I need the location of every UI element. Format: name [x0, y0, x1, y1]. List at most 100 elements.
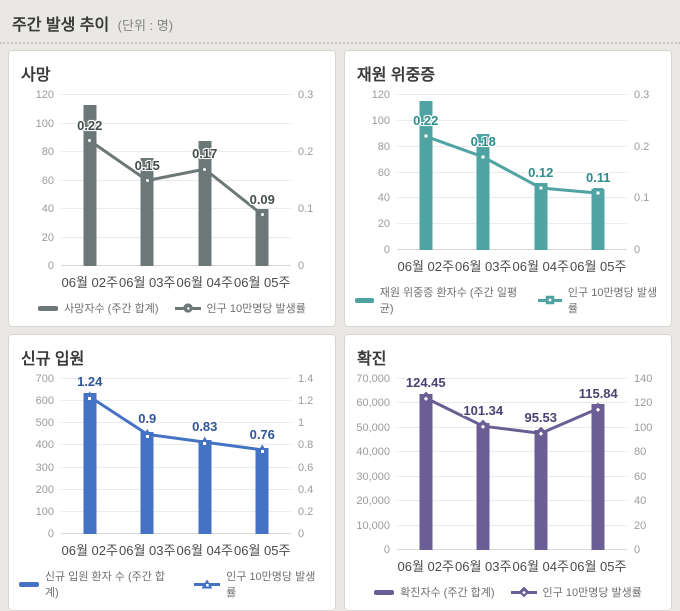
chart-panel-confirmed: 확진 0 10,000 20,000 30,000 40,000 50,000 60,000 7…	[344, 334, 672, 611]
point-label: 115.84	[578, 385, 618, 401]
gridline	[397, 145, 627, 147]
charts-grid: 사망 0 20 40 60 80 100 120 0.22 0.15 0.17 0.09 0 0.1 0.2…	[8, 50, 672, 611]
legend-item-bars: 사망자수 (주간 합계)	[38, 300, 159, 316]
marker-dot	[481, 155, 485, 159]
gridline	[61, 94, 291, 95]
y-axis-left: 0 100 200 300 400 500 600 700	[19, 373, 61, 540]
y-axis-tick-left: 40	[377, 192, 390, 205]
marker-dot	[260, 450, 264, 453]
point-label: 124.45	[405, 375, 446, 390]
gridline	[61, 444, 291, 446]
legend-bar-swatch	[374, 589, 395, 595]
bar-severe-3	[534, 182, 548, 250]
marker-dot	[203, 167, 207, 171]
gridline	[61, 179, 291, 181]
chart-title-severe: 재원 위중증	[357, 67, 436, 84]
circle-marker	[84, 135, 96, 147]
marker-dot	[186, 306, 189, 310]
point-label: 0.18	[470, 134, 496, 149]
y-axis-tick-left: 40,000	[356, 446, 390, 459]
triangle-marker	[201, 579, 213, 589]
gridline	[397, 500, 627, 502]
y-axis-tick-right: 0.4	[298, 483, 314, 496]
y-axis-tick-left: 40	[41, 203, 54, 216]
y-axis-tick-right: 0	[298, 528, 305, 540]
y-axis-tick-right: 0.2	[634, 140, 650, 153]
x-axis-label: 06월 03주	[455, 559, 512, 574]
bar-confirmed-1	[419, 393, 433, 550]
legend-line-label: 인구 10만명당 발생률	[542, 587, 642, 599]
gridline	[61, 422, 291, 424]
marker-dot	[145, 434, 149, 438]
y-axis-right: 0 0.1 0.2 0.3	[291, 89, 325, 272]
circle-marker	[182, 303, 193, 313]
y-axis-tick-left: 20	[377, 218, 390, 231]
gridline	[397, 549, 627, 550]
gridline	[397, 197, 627, 199]
y-axis-tick-left: 60	[41, 174, 54, 187]
y-axis-right: 0 0.2 0.4 0.6 0.8 1 1.2 1.4	[291, 373, 325, 540]
page-header: 주간 발생 추이 (단위 : 명)	[0, 0, 680, 44]
y-axis-tick-left: 80	[41, 146, 54, 159]
y-axis-tick-left: 70,000	[356, 373, 390, 385]
gridline	[397, 249, 627, 250]
gridline	[397, 475, 627, 477]
x-axis-label: 06월 04주	[176, 543, 233, 558]
y-axis-tick-right: 20	[634, 519, 647, 532]
y-axis-tick-right: 0.6	[298, 461, 314, 474]
y-axis-tick-left: 20,000	[356, 495, 390, 508]
chart-title-deaths: 사망	[21, 67, 51, 84]
y-axis-left: 0 20 40 60 80 100 120	[355, 89, 397, 256]
page-title-unit: (단위 : 명)	[117, 18, 174, 33]
y-axis-tick-right: 0.2	[298, 146, 314, 159]
square-marker	[478, 152, 489, 162]
legend-item-line: 인구 10만명당 발생률	[194, 568, 325, 600]
legend-item-line: 인구 10만명당 발생률	[510, 584, 642, 600]
rate-line-severe	[397, 95, 627, 250]
legend-new-admissions: 신규 입원 환자 수 (주간 합계) 인구 10만명당 발생률	[19, 568, 325, 600]
marker-dot	[539, 186, 543, 190]
y-axis-tick-left: 0	[47, 260, 54, 272]
x-axis-label: 06월 05주	[570, 559, 627, 574]
y-axis-tick-left: 20	[41, 231, 54, 244]
x-axis-label: 06월 03주	[455, 259, 512, 274]
gridline	[61, 265, 291, 266]
diamond-marker	[518, 586, 529, 598]
y-axis-left: 0 20 40 60 80 100 120	[19, 89, 61, 272]
marker-dot	[424, 134, 428, 138]
y-axis-tick-left: 60,000	[356, 397, 390, 410]
x-axis-deaths: 06월 02주 06월 03주 06월 04주 06월 05주	[61, 272, 291, 291]
y-axis-right: 0 0.1 0.2 0.3	[627, 89, 661, 256]
y-axis-tick-left: 120	[371, 89, 390, 101]
y-axis-tick-left: 120	[35, 89, 54, 101]
marker-dot	[205, 584, 209, 587]
x-axis-label: 06월 05주	[234, 543, 291, 558]
bar-new-admissions-1	[83, 392, 97, 534]
gridline	[61, 236, 291, 238]
point-label: 0.83	[192, 419, 218, 435]
point-label: 0.76	[249, 426, 275, 442]
y-axis-tick-right: 0.3	[634, 89, 650, 101]
legend-bar-swatch	[19, 581, 39, 587]
x-axis-label: 06월 04주	[512, 559, 569, 574]
y-axis-tick-right: 1.2	[298, 395, 314, 408]
plot-deaths: 0.22 0.15 0.17 0.09	[61, 94, 291, 266]
triangle-marker	[140, 428, 154, 440]
triangle-marker	[255, 444, 269, 456]
point-label: 0.9	[138, 411, 157, 427]
point-label: 0.15	[134, 157, 160, 173]
gridline	[61, 510, 291, 512]
legend-line-label: 인구 10만명당 발생률	[567, 287, 658, 315]
bar-confirmed-4	[591, 404, 605, 550]
y-axis-tick-right: 0.1	[634, 192, 650, 205]
y-axis-tick-left: 600	[35, 395, 54, 408]
y-axis-tick-right: 0.3	[298, 89, 314, 101]
marker-dot	[423, 395, 428, 401]
point-label: 0.09	[249, 191, 275, 207]
square-marker	[420, 131, 431, 142]
bar-confirmed-3	[534, 430, 548, 550]
legend-bar-label: 재원 위중증 환자수 (주간 일평균)	[379, 287, 518, 315]
square-marker	[535, 183, 546, 193]
x-axis-label: 06월 03주	[119, 275, 176, 290]
x-axis-label: 06월 05주	[234, 275, 291, 290]
